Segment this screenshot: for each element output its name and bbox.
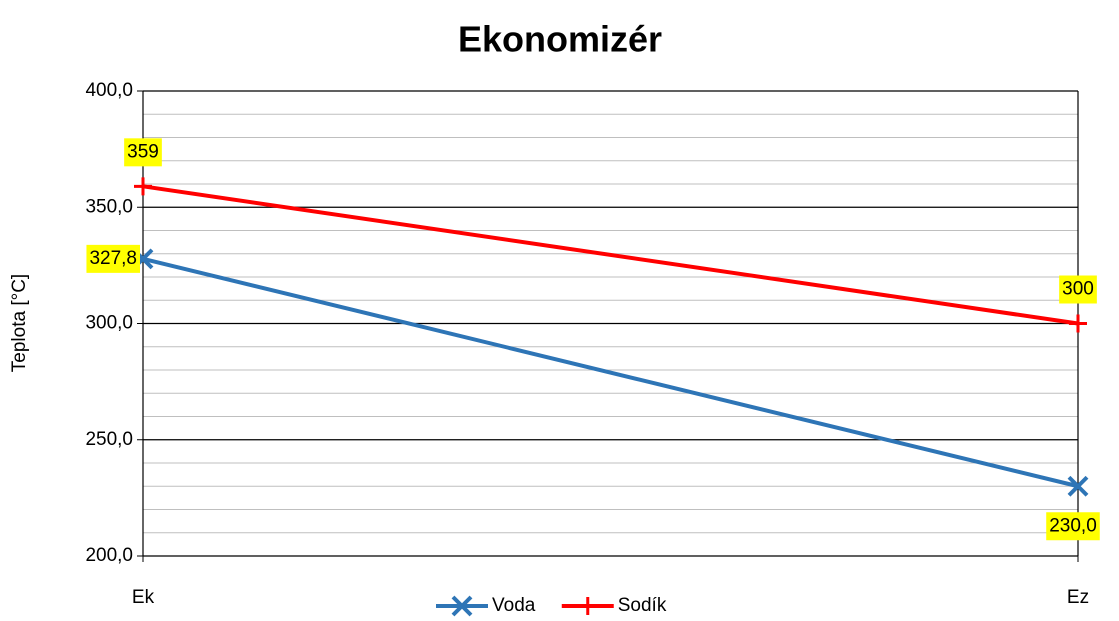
y-tick-label: 200,0 bbox=[85, 545, 133, 566]
x-tick-label: Ez bbox=[1067, 587, 1089, 608]
data-label-bg bbox=[124, 138, 162, 167]
y-tick-label: 250,0 bbox=[85, 429, 133, 450]
series-line bbox=[142, 256, 1079, 489]
y-tick-label: 400,0 bbox=[85, 80, 133, 101]
y-tick-label: 300,0 bbox=[85, 313, 133, 334]
data-label-group: 327,8 bbox=[86, 244, 140, 273]
data-label-group: 230,0 bbox=[1046, 512, 1100, 541]
y-axis-label: Teplota [°C] bbox=[9, 274, 30, 372]
marker bbox=[1067, 475, 1089, 497]
data-label: 327,8 bbox=[89, 248, 137, 269]
legend-label: Sodík bbox=[618, 595, 667, 616]
marker bbox=[134, 177, 152, 196]
y-tick-label: 350,0 bbox=[85, 196, 133, 217]
marker bbox=[578, 597, 597, 615]
data-label-bg bbox=[1059, 275, 1097, 304]
data-label: 230,0 bbox=[1049, 515, 1097, 536]
data-label-group: 300 bbox=[1059, 275, 1097, 304]
data-label-bg bbox=[1046, 512, 1100, 541]
x-tick-label: Ek bbox=[132, 587, 155, 608]
data-label-bg bbox=[86, 244, 140, 273]
data-label: 300 bbox=[1062, 279, 1094, 300]
marker bbox=[1069, 314, 1087, 333]
chart-title: Ekonomizér bbox=[458, 19, 662, 60]
data-label: 359 bbox=[127, 141, 159, 162]
data-label-group: 359 bbox=[124, 138, 162, 167]
marker bbox=[451, 595, 473, 617]
series-line bbox=[142, 184, 1079, 326]
legend-label: Voda bbox=[492, 595, 536, 616]
